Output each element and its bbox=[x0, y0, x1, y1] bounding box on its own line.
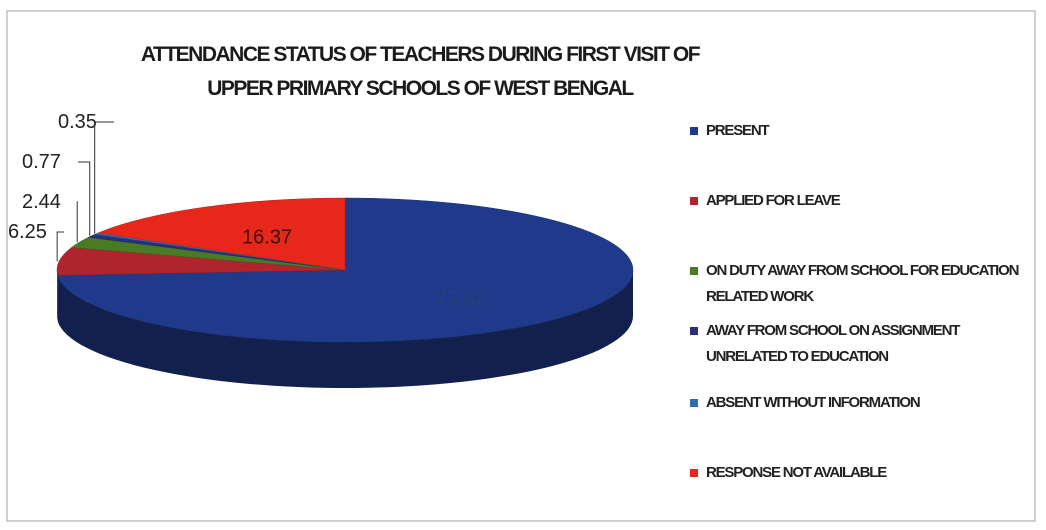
callout-label-2: 2.44 bbox=[22, 191, 61, 213]
data-label-0: 73.82 bbox=[436, 288, 486, 310]
legend-item-0: PRESENT bbox=[690, 118, 1036, 144]
legend-item-4: ABSENT WITHOUT INFORMATION bbox=[690, 390, 1036, 416]
legend-swatch-1 bbox=[690, 197, 698, 205]
callout-label-1: 6.25 bbox=[8, 221, 47, 243]
callout-label-4: 0.35 bbox=[58, 111, 97, 133]
pie-side-walls bbox=[57, 270, 634, 389]
legend-swatch-2 bbox=[690, 267, 698, 275]
legend-swatch-5 bbox=[690, 469, 698, 477]
callout-line-3 bbox=[78, 161, 91, 236]
chart-title-line-1: ATTENDANCE STATUS OF TEACHERS DURING FIR… bbox=[140, 43, 701, 66]
chart-title: ATTENDANCE STATUS OF TEACHERS DURING FIR… bbox=[100, 38, 740, 106]
pie-side-0 bbox=[57, 270, 634, 389]
pie-slice-5 bbox=[97, 197, 346, 271]
data-label-5: 16.37 bbox=[242, 227, 292, 249]
legend-item-5: RESPONSE NOT AVAILABLE bbox=[690, 460, 1036, 486]
legend-label-5: RESPONSE NOT AVAILABLE bbox=[706, 464, 887, 481]
callout-line-2 bbox=[76, 201, 78, 243]
legend-swatch-0 bbox=[690, 127, 698, 135]
legend-item-1: APPLIED FOR LEAVE bbox=[690, 188, 1036, 214]
legend-label-1: APPLIED FOR LEAVE bbox=[706, 192, 841, 209]
pie-top bbox=[56, 197, 634, 343]
callout-line-1 bbox=[56, 231, 64, 262]
pie-data-labels: 73.82 16.37 6.25 2.44 0.77 0.35 bbox=[8, 111, 486, 310]
pie-slice-0 bbox=[57, 197, 634, 343]
legend-label-3: AWAY FROM SCHOOL ON ASSIGNMENT UNRELATED… bbox=[706, 322, 960, 365]
legend-item-3: AWAY FROM SCHOOL ON ASSIGNMENT UNRELATED… bbox=[690, 318, 1036, 370]
legend-swatch-4 bbox=[690, 399, 698, 407]
pie-side-1 bbox=[57, 270, 58, 322]
legend-label-0: PRESENT bbox=[706, 122, 770, 139]
callout-label-3: 0.77 bbox=[22, 151, 61, 173]
legend-item-2: ON DUTY AWAY FROM SCHOOL FOR EDUCATION R… bbox=[690, 258, 1036, 310]
legend-label-4: ABSENT WITHOUT INFORMATION bbox=[706, 394, 921, 411]
chart-title-line-2: UPPER PRIMARY SCHOOLS OF WEST BENGAL bbox=[207, 77, 634, 100]
callout-line-4 bbox=[94, 121, 114, 234]
legend-label-2: ON DUTY AWAY FROM SCHOOL FOR EDUCATION R… bbox=[706, 262, 1019, 305]
legend-swatch-3 bbox=[690, 327, 698, 335]
